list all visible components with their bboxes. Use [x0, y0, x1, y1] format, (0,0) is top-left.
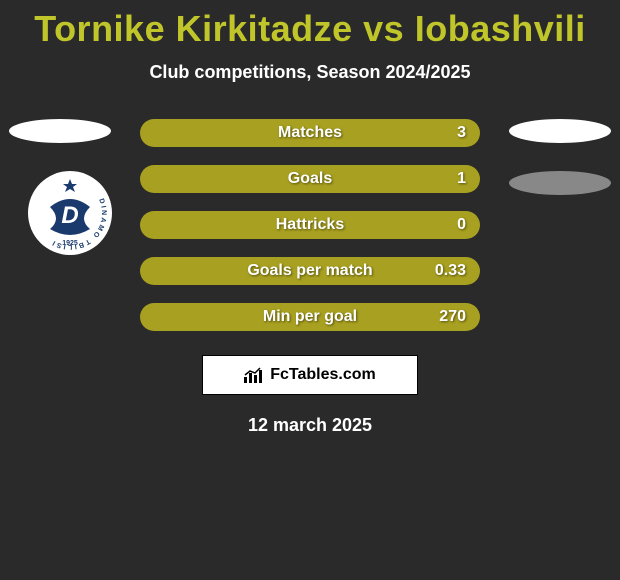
club-right-placeholder-icon [509, 171, 611, 195]
stat-label: Matches [278, 124, 342, 142]
stat-label: Goals per match [247, 262, 372, 280]
comparison-content: DINAMO TBILISI D 1925 Matches 3 Goals 1 … [0, 119, 620, 436]
page-title: Tornike Kirkitadze vs Iobashvili [0, 8, 620, 50]
stat-row-goals-per-match: Goals per match 0.33 [140, 257, 480, 285]
header: Tornike Kirkitadze vs Iobashvili Club co… [0, 0, 620, 83]
attribution-badge: FcTables.com [202, 355, 418, 395]
snapshot-date: 12 march 2025 [0, 415, 620, 436]
player-right-placeholder-icon [509, 119, 611, 143]
stat-row-goals: Goals 1 [140, 165, 480, 193]
stat-value: 0.33 [435, 262, 466, 280]
page-subtitle: Club competitions, Season 2024/2025 [0, 62, 620, 83]
stat-label: Goals [288, 170, 332, 188]
stat-label: Min per goal [263, 308, 357, 326]
stat-value: 270 [439, 308, 466, 326]
club-year: 1925 [62, 240, 78, 247]
stat-value: 0 [457, 216, 466, 234]
stat-row-hattricks: Hattricks 0 [140, 211, 480, 239]
player-left-placeholder-icon [9, 119, 111, 143]
stats-list: Matches 3 Goals 1 Hattricks 0 Goals per … [140, 119, 480, 331]
stat-label: Hattricks [276, 216, 344, 234]
stat-value: 1 [457, 170, 466, 188]
club-badge-dinamo-tbilisi-icon: DINAMO TBILISI D 1925 [28, 171, 112, 255]
stat-value: 3 [457, 124, 466, 142]
chart-icon [244, 367, 264, 383]
stat-row-matches: Matches 3 [140, 119, 480, 147]
attribution-text: FcTables.com [270, 366, 376, 384]
club-letter: D [61, 202, 78, 229]
stat-row-min-per-goal: Min per goal 270 [140, 303, 480, 331]
